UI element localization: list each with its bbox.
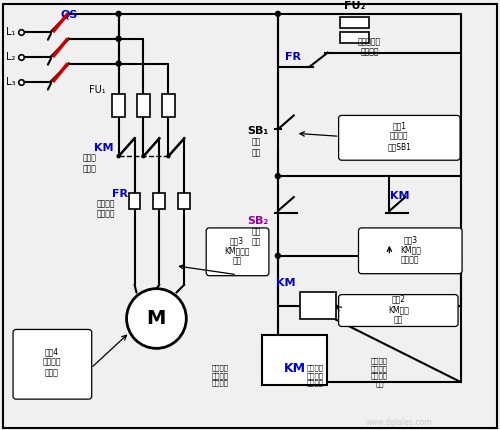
Bar xyxy=(112,93,125,117)
Text: FU₁: FU₁ xyxy=(89,85,106,95)
Circle shape xyxy=(126,289,186,348)
Text: FU₂: FU₂ xyxy=(344,1,365,11)
Text: 启动
按鈕: 启动 按鈕 xyxy=(252,227,260,246)
Text: 停止
按鈕: 停止 按鈕 xyxy=(252,138,260,157)
Text: 接触器的
主触头接
在主电路: 接触器的 主触头接 在主电路 xyxy=(212,364,228,386)
Text: 接触器的
辅助触头
接在控制
电路: 接触器的 辅助触头 接在控制 电路 xyxy=(371,357,388,387)
Bar xyxy=(340,17,370,28)
Circle shape xyxy=(116,61,121,66)
Circle shape xyxy=(276,253,280,258)
FancyBboxPatch shape xyxy=(338,295,458,326)
Bar xyxy=(162,93,175,117)
Circle shape xyxy=(276,174,280,178)
Text: www.dglales.com: www.dglales.com xyxy=(366,418,432,427)
Bar xyxy=(178,193,190,209)
Bar xyxy=(340,32,370,43)
FancyBboxPatch shape xyxy=(206,228,269,276)
Text: KM: KM xyxy=(390,191,409,201)
Circle shape xyxy=(116,36,121,41)
Text: QS: QS xyxy=(60,10,78,20)
Text: 步骤4
电动机失
电停转: 步骤4 电动机失 电停转 xyxy=(42,347,61,377)
Bar xyxy=(137,93,150,117)
Text: SB₂: SB₂ xyxy=(248,216,268,226)
Text: 热继电器
的热元件: 热继电器 的热元件 xyxy=(96,199,115,219)
Text: L₂: L₂ xyxy=(6,52,15,61)
FancyBboxPatch shape xyxy=(338,115,460,160)
Circle shape xyxy=(116,11,121,16)
Bar xyxy=(300,292,336,319)
Circle shape xyxy=(117,155,120,158)
Bar xyxy=(262,335,327,385)
Text: 接触器的
线圈接在
控制电路: 接触器的 线圈接在 控制电路 xyxy=(306,364,323,386)
Circle shape xyxy=(167,155,170,158)
Text: M: M xyxy=(146,309,166,328)
FancyBboxPatch shape xyxy=(358,228,462,274)
Text: KM: KM xyxy=(276,278,295,288)
Text: KM: KM xyxy=(284,362,306,375)
Circle shape xyxy=(276,11,280,16)
Text: 步骤1
按下停止
按鈕SB1: 步骤1 按下停止 按鈕SB1 xyxy=(388,121,411,151)
Text: FR: FR xyxy=(285,52,301,61)
Text: KM: KM xyxy=(94,143,114,153)
Text: FR: FR xyxy=(112,189,128,199)
Text: L₃: L₃ xyxy=(6,77,15,86)
Bar xyxy=(128,193,140,209)
Text: L₁: L₁ xyxy=(6,27,15,37)
Text: 步骤3
KM自锁
触头分断: 步骤3 KM自锁 触头分断 xyxy=(400,235,420,265)
Text: 热继电器的
常闭触头: 热继电器的 常闭触头 xyxy=(358,37,381,56)
Text: 接触器
主触头: 接触器 主触头 xyxy=(83,154,96,173)
Bar xyxy=(154,193,166,209)
Text: 步骤3
KM主触头
分断: 步骤3 KM主触头 分断 xyxy=(224,236,250,266)
Text: SB₁: SB₁ xyxy=(248,126,268,136)
Text: 步骤2
KM线圈
失电: 步骤2 KM线圈 失电 xyxy=(388,295,409,325)
Circle shape xyxy=(142,155,145,158)
FancyBboxPatch shape xyxy=(13,329,92,399)
